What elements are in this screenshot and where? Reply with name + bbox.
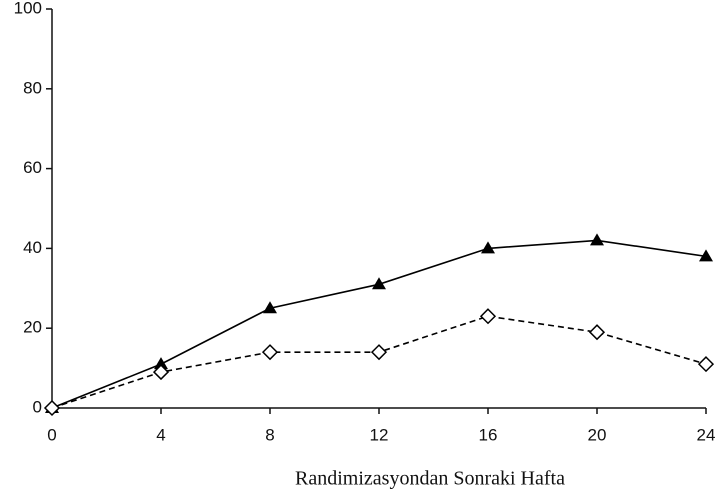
diamond-marker — [697, 356, 715, 373]
x-tick-label: 8 — [265, 425, 274, 444]
y-tick-label: 40 — [23, 238, 42, 257]
x-tick-label: 20 — [588, 425, 607, 444]
triangle-marker — [590, 233, 604, 246]
x-tick-label: 16 — [479, 425, 498, 444]
diamond-marker — [479, 308, 497, 325]
diamond-marker — [152, 364, 170, 381]
x-tick-label: 0 — [47, 425, 56, 444]
triangle-marker — [263, 301, 277, 314]
diamond-marker — [261, 344, 279, 361]
y-tick-label: 0 — [33, 397, 42, 416]
diamond-marker — [43, 399, 61, 417]
triangle-marker — [481, 241, 495, 254]
x-axis-label: Randimizasyondan Sonraki Hafta — [295, 468, 565, 490]
triangle-marker — [699, 249, 713, 262]
triangle-marker — [154, 357, 168, 370]
series-line — [51, 239, 707, 409]
triangle-marker — [372, 277, 386, 290]
x-tick-label: 12 — [370, 425, 389, 444]
y-tick-label: 80 — [23, 78, 42, 97]
diamond-marker — [588, 324, 606, 341]
series-line — [51, 315, 707, 409]
y-tick-label: 100 — [14, 0, 42, 17]
y-tick-label: 20 — [23, 318, 42, 337]
y-tick-label: 60 — [23, 158, 42, 177]
diamond-marker — [370, 344, 388, 361]
x-tick-label: 4 — [156, 425, 165, 444]
x-tick-label: 24 — [697, 425, 716, 444]
